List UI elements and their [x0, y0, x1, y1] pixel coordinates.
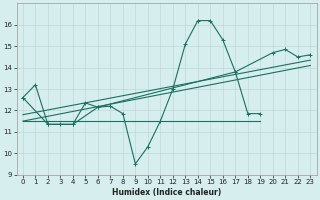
X-axis label: Humidex (Indice chaleur): Humidex (Indice chaleur)	[112, 188, 221, 197]
